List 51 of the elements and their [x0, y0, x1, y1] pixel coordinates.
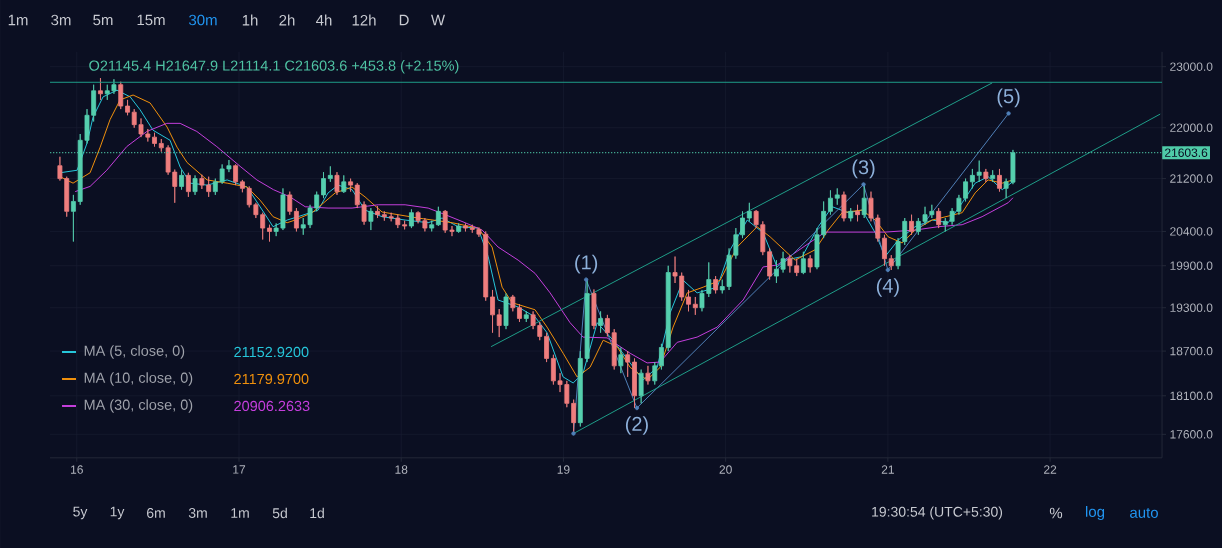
text: 6m: [147, 508, 165, 518]
text: 3m: [51, 14, 71, 26]
y-tick-label: 23000.0: [1170, 62, 1213, 71]
legend-label: MA (30, close, 0): [84, 399, 193, 413]
y-tick-label: 17600.0: [1170, 430, 1213, 439]
text: 1y: [110, 506, 125, 520]
text: 5m: [93, 14, 113, 26]
text: log: [1086, 505, 1105, 520]
x-tick-label: 20: [719, 465, 732, 474]
x-tick-label: 21: [881, 465, 894, 474]
y-tick-label: 18700.0: [1170, 346, 1213, 356]
text: 1d: [310, 507, 324, 519]
text: 3m: [188, 508, 207, 518]
text: 15m: [137, 14, 165, 26]
text: 4h: [316, 14, 332, 26]
text: auto: [1130, 508, 1158, 518]
annotation: (5): [997, 88, 1020, 108]
y-tick-label: 20400.0: [1170, 227, 1213, 236]
text: 2h: [279, 14, 295, 26]
y-tick-label: 19300.0: [1170, 303, 1213, 312]
text: 30m: [188, 14, 217, 26]
text: 19:30:54 (UTC+5:30): [872, 506, 1003, 520]
text: 5d: [272, 507, 287, 519]
x-tick-label: 16: [71, 465, 83, 474]
text: 1h: [242, 14, 258, 26]
annotation: (3): [852, 159, 875, 179]
text: W: [431, 14, 446, 26]
text: D: [399, 14, 409, 26]
annotation: 21179.9700: [234, 373, 309, 385]
x-tick-label: 17: [233, 465, 246, 474]
y-tick-label: 21200.0: [1170, 174, 1213, 183]
annotation: (2): [625, 416, 648, 435]
x-tick-label: 18: [395, 465, 408, 474]
annotation: (1): [575, 254, 598, 274]
text: O21145.4 H21647.9 L21114.1 C21603.6 +453.8 (+2.15%): [89, 60, 459, 74]
legend-label: MA (5, close, 0): [84, 345, 185, 359]
x-tick-label: 22: [1044, 465, 1057, 474]
text: 5y: [73, 506, 88, 520]
legend-label: MA (10, close, 0): [84, 372, 193, 386]
ref-line-label: 21603.6: [1165, 148, 1208, 157]
y-tick-label: 19900.0: [1170, 261, 1213, 270]
y-tick-label: 18100.0: [1170, 391, 1213, 401]
text: 1m: [8, 14, 28, 26]
annotation: 20906.2633: [234, 400, 310, 412]
x-tick-label: 19: [557, 465, 570, 474]
text: 12h: [352, 14, 376, 26]
y-tick-label: 22000.0: [1170, 123, 1213, 132]
annotation: 21152.9200: [234, 346, 309, 358]
text: 1m: [231, 508, 249, 518]
text: %: [1049, 507, 1063, 519]
annotation: (4): [876, 278, 899, 297]
